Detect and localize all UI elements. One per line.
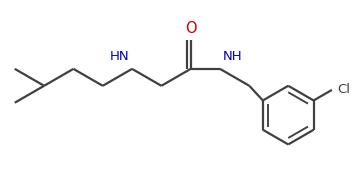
- Text: O: O: [185, 21, 197, 36]
- Text: NH: NH: [222, 50, 242, 63]
- Text: Cl: Cl: [337, 83, 351, 96]
- Text: HN: HN: [110, 50, 130, 63]
